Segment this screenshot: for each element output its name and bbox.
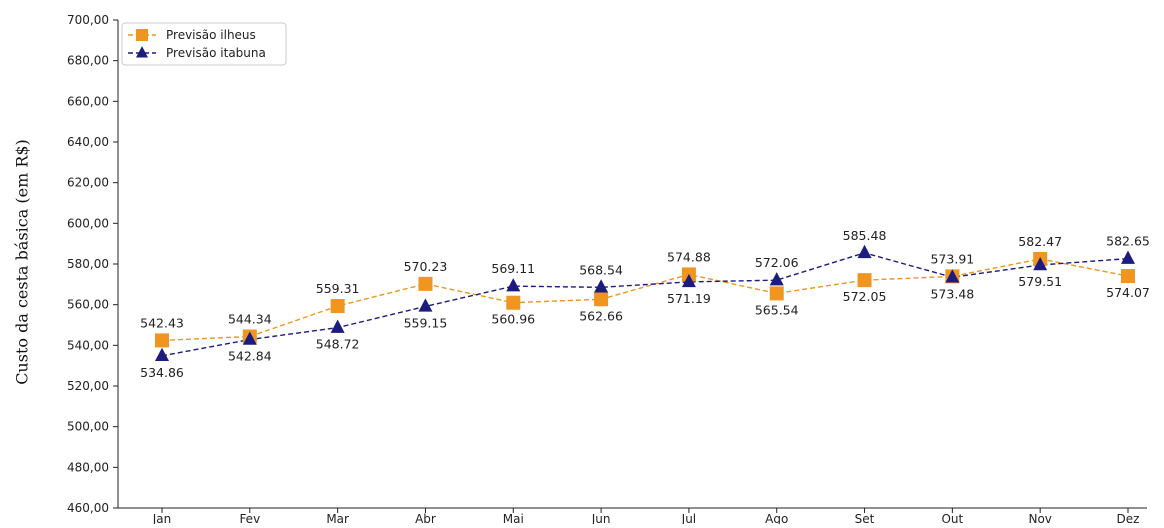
legend-marker-ilheus bbox=[136, 29, 148, 41]
data-label-ilheus: 572.05 bbox=[843, 289, 887, 304]
data-point-itabuna bbox=[1033, 256, 1048, 271]
data-label-ilheus: 559.31 bbox=[316, 281, 360, 296]
y-tick-label: 600,00 bbox=[67, 216, 109, 230]
data-label-itabuna: 534.86 bbox=[140, 365, 184, 380]
data-point-ilheus bbox=[418, 276, 433, 291]
x-tick-label: Jan bbox=[152, 512, 172, 524]
series-line-itabuna bbox=[161, 252, 1129, 357]
data-point-itabuna bbox=[945, 269, 960, 283]
data-point-ilheus bbox=[506, 295, 521, 310]
data-label-itabuna: 542.84 bbox=[228, 349, 272, 364]
legend-label-itabuna: Previsão itabuna bbox=[166, 46, 266, 60]
data-label-itabuna: 571.19 bbox=[667, 291, 711, 306]
x-tick-label: Abr bbox=[415, 512, 436, 524]
data-point-itabuna bbox=[681, 273, 696, 288]
data-point-itabuna bbox=[418, 298, 433, 312]
data-label-itabuna: 548.72 bbox=[316, 337, 360, 352]
y-tick-label: 540,00 bbox=[67, 338, 109, 352]
legend-box bbox=[121, 22, 287, 66]
data-label-ilheus: 544.34 bbox=[228, 312, 272, 327]
y-tick-label: 660,00 bbox=[67, 94, 109, 108]
data-label-ilheus: 542.43 bbox=[140, 315, 184, 330]
data-label-itabuna: 573.48 bbox=[930, 286, 974, 301]
data-label-ilheus: 574.07 bbox=[1106, 285, 1150, 300]
data-label-ilheus: 570.23 bbox=[404, 259, 448, 274]
y-tick-label: 700,00 bbox=[67, 13, 109, 27]
series-line-ilheus bbox=[161, 258, 1129, 342]
legend-marker-itabuna bbox=[136, 46, 148, 58]
data-point-ilheus bbox=[769, 286, 784, 301]
legend-label-ilheus: Previsão ilheus bbox=[166, 28, 256, 42]
data-point-ilheus bbox=[1121, 269, 1135, 284]
y-axis-label: Custo da cesta básica (em R$) bbox=[12, 139, 32, 385]
y-tick-label: 640,00 bbox=[67, 135, 109, 149]
x-tick-label: Jul bbox=[681, 512, 696, 524]
y-tick-label: 520,00 bbox=[67, 379, 109, 393]
x-tick-label: Out bbox=[941, 512, 963, 524]
data-label-itabuna: 585.48 bbox=[843, 228, 887, 243]
data-point-ilheus bbox=[155, 333, 169, 348]
x-tick-label: Jun bbox=[591, 512, 611, 524]
x-tick-label: Mar bbox=[326, 512, 349, 524]
y-tick-label: 620,00 bbox=[67, 176, 109, 190]
data-point-itabuna bbox=[769, 272, 784, 286]
data-label-itabuna: 569.11 bbox=[491, 261, 535, 276]
data-label-ilheus: 562.66 bbox=[579, 308, 623, 323]
data-point-itabuna bbox=[330, 319, 345, 333]
y-tick-label: 460,00 bbox=[67, 501, 109, 515]
x-tick-label: Mai bbox=[503, 512, 524, 524]
data-point-itabuna bbox=[242, 331, 257, 345]
data-label-itabuna: 559.15 bbox=[404, 315, 448, 330]
data-label-itabuna: 572.06 bbox=[755, 255, 799, 270]
data-point-itabuna bbox=[1121, 250, 1135, 264]
y-tick-label: 500,00 bbox=[67, 420, 109, 434]
y-tick-label: 480,00 bbox=[67, 460, 109, 474]
data-label-itabuna: 582.65 bbox=[1106, 234, 1150, 249]
data-label-ilheus: 582.47 bbox=[1018, 234, 1062, 249]
data-point-ilheus bbox=[330, 299, 345, 314]
data-point-itabuna bbox=[155, 347, 169, 362]
data-label-ilheus: 565.54 bbox=[755, 302, 799, 317]
x-tick-label: Dez bbox=[1117, 512, 1140, 524]
data-point-itabuna bbox=[857, 244, 872, 259]
y-tick-label: 580,00 bbox=[67, 257, 109, 271]
data-point-itabuna bbox=[594, 279, 609, 293]
x-tick-label: Nov bbox=[1028, 512, 1051, 524]
x-tick-label: Ago bbox=[765, 512, 788, 524]
y-tick-label: 560,00 bbox=[67, 298, 109, 312]
data-label-itabuna: 568.54 bbox=[579, 262, 623, 277]
data-label-itabuna: 579.51 bbox=[1018, 274, 1062, 289]
data-label-ilheus: 560.96 bbox=[491, 312, 535, 327]
x-tick-label: Fev bbox=[239, 512, 260, 524]
data-label-ilheus: 574.88 bbox=[667, 249, 711, 264]
x-tick-label: Set bbox=[855, 512, 875, 524]
data-label-ilheus: 573.91 bbox=[930, 251, 974, 266]
data-point-itabuna bbox=[506, 278, 521, 292]
data-point-ilheus bbox=[594, 292, 609, 307]
data-point-ilheus bbox=[857, 273, 872, 288]
y-tick-label: 680,00 bbox=[67, 54, 109, 68]
